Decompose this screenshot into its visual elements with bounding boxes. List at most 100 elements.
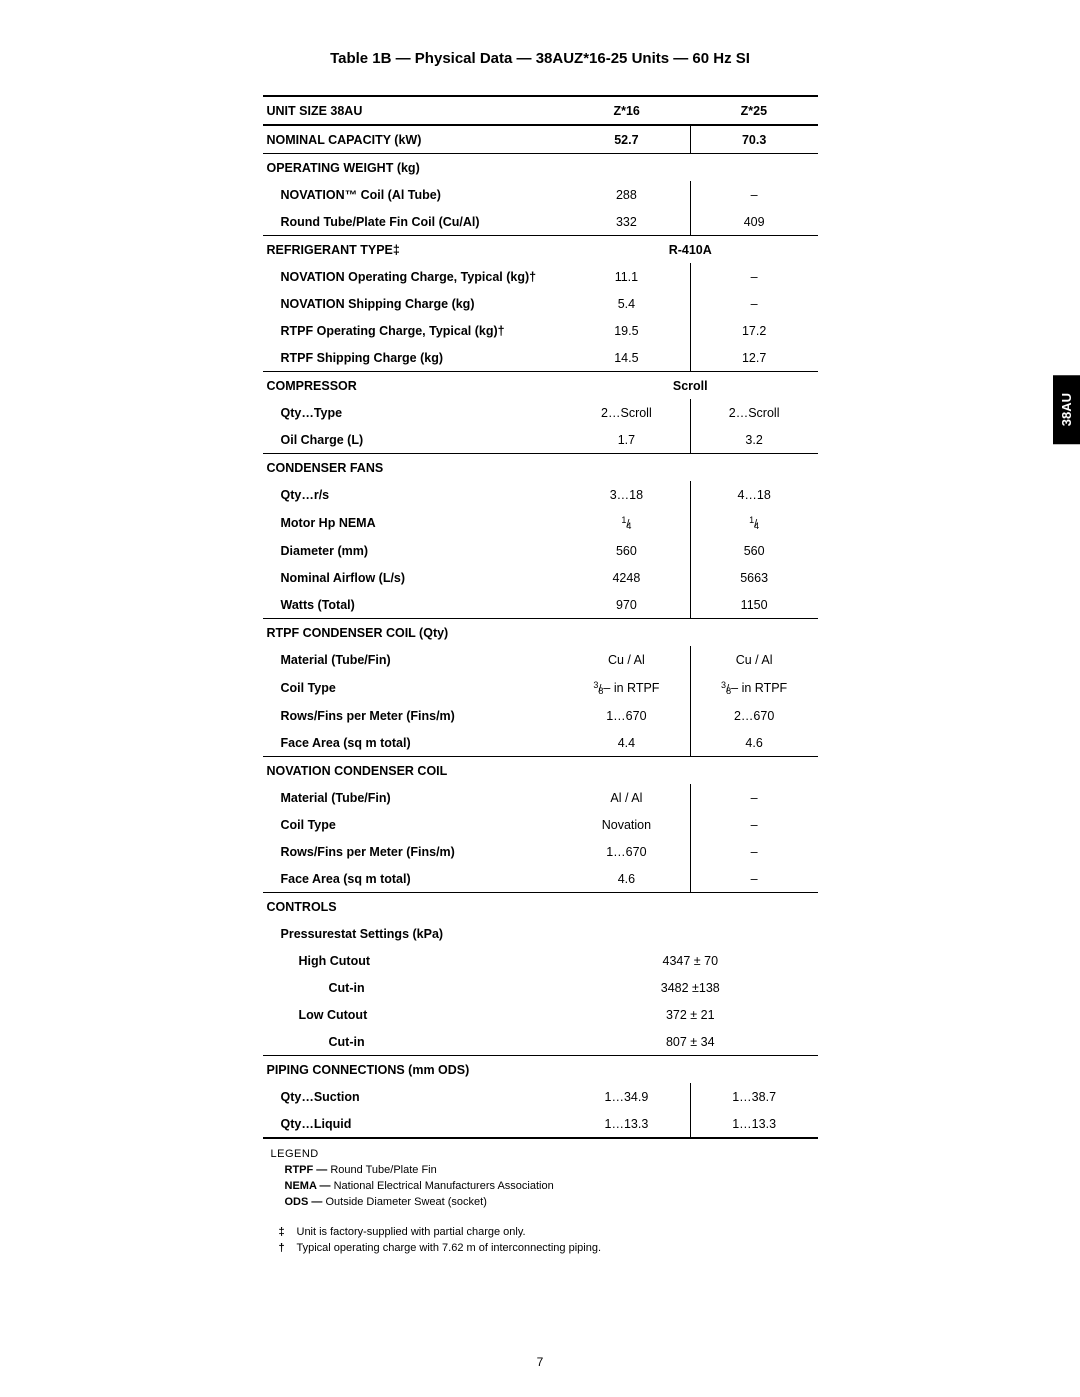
cell: Cu / Al	[690, 646, 817, 673]
cell: 1…670	[563, 838, 690, 865]
cell: 560	[563, 537, 690, 564]
rtpf-ship-charge-row: RTPF Shipping Charge (kg) 14.5 12.7	[263, 344, 818, 372]
diameter-row: Diameter (mm) 560 560	[263, 537, 818, 564]
cell: 2…Scroll	[563, 399, 690, 426]
legend-title: LEGEND	[271, 1147, 818, 1163]
cell	[690, 1056, 817, 1084]
refrigerant-header: REFRIGERANT TYPE‡ R-410A	[263, 236, 818, 264]
row-label: Qty…Liquid	[263, 1110, 564, 1138]
cell: –	[690, 865, 817, 893]
row-label: Diameter (mm)	[263, 537, 564, 564]
row-label: Pressurestat Settings (kPa)	[263, 920, 564, 947]
rtpf-op-charge-row: RTPF Operating Charge, Typical (kg)† 19.…	[263, 317, 818, 344]
legend-item: NEMA — National Electrical Manufacturers…	[271, 1179, 818, 1195]
cell: 2…Scroll	[690, 399, 817, 426]
cell	[690, 454, 817, 482]
row-label: High Cutout	[263, 947, 564, 974]
row-label: PIPING CONNECTIONS (mm ODS)	[263, 1056, 564, 1084]
qty-rs-row: Qty…r/s 3…18 4…18	[263, 481, 818, 508]
row-label: RTPF CONDENSER COIL (Qty)	[263, 619, 564, 647]
cell: 52.7	[563, 125, 690, 154]
nov-rows-row: Rows/Fins per Meter (Fins/m) 1…670 –	[263, 838, 818, 865]
cell	[690, 920, 817, 947]
cell: Cu / Al	[563, 646, 690, 673]
compressor-header: COMPRESSOR Scroll	[263, 372, 818, 400]
row-label: Face Area (sq m total)	[263, 729, 564, 757]
cell: 2…670	[690, 702, 817, 729]
row-label: Coil Type	[263, 673, 564, 702]
row-label: Rows/Fins per Meter (Fins/m)	[263, 702, 564, 729]
cell: –	[690, 784, 817, 811]
nov-cond-header: NOVATION CONDENSER COIL	[263, 757, 818, 785]
cell: 1/4	[563, 508, 690, 537]
cell: 332	[563, 208, 690, 236]
cell: 4.6	[690, 729, 817, 757]
row-label: Qty…r/s	[263, 481, 564, 508]
cell: Al / Al	[563, 784, 690, 811]
cell: 1…670	[563, 702, 690, 729]
low-cutout-row: Low Cutout 372 ± 21	[263, 1001, 818, 1028]
cell: 4347 ± 70	[563, 947, 817, 974]
nov-face-row: Face Area (sq m total) 4.6 –	[263, 865, 818, 893]
cell: 12.7	[690, 344, 817, 372]
cell: 1/4	[690, 508, 817, 537]
cell: 4…18	[690, 481, 817, 508]
legend-item: ODS — Outside Diameter Sweat (socket)	[271, 1195, 818, 1211]
row-label: Qty…Suction	[263, 1083, 564, 1110]
row-label: Low Cutout	[263, 1001, 564, 1028]
cell: 11.1	[563, 263, 690, 290]
cell: 1…13.3	[563, 1110, 690, 1138]
cell	[690, 893, 817, 921]
cell	[563, 454, 690, 482]
rtpf-cond-header: RTPF CONDENSER COIL (Qty)	[263, 619, 818, 647]
cell: 3.2	[690, 426, 817, 454]
row-label: Material (Tube/Fin)	[263, 646, 564, 673]
row-label: RTPF Operating Charge, Typical (kg)†	[263, 317, 564, 344]
row-label: Nominal Airflow (L/s)	[263, 564, 564, 591]
novation-coil-row: NOVATION™ Coil (Al Tube) 288 –	[263, 181, 818, 208]
cell: –	[690, 263, 817, 290]
cell: 3/8– in RTPF	[563, 673, 690, 702]
oil-charge-row: Oil Charge (L) 1.7 3.2	[263, 426, 818, 454]
nov-material-row: Material (Tube/Fin) Al / Al –	[263, 784, 818, 811]
rtpf-coil-type-row: Coil Type 3/8– in RTPF 3/8– in RTPF	[263, 673, 818, 702]
high-cutin-row: Cut-in 3482 ±138	[263, 974, 818, 1001]
notes-block: ‡Unit is factory-supplied with partial c…	[271, 1225, 818, 1257]
cell	[563, 893, 690, 921]
note-line: †Typical operating charge with 7.62 m of…	[271, 1241, 818, 1257]
cell	[690, 619, 817, 647]
cell: 4.4	[563, 729, 690, 757]
row-label: NOVATION Operating Charge, Typical (kg)†	[263, 263, 564, 290]
cell: 1…34.9	[563, 1083, 690, 1110]
qty-type-row: Qty…Type 2…Scroll 2…Scroll	[263, 399, 818, 426]
cell: 17.2	[690, 317, 817, 344]
row-label: Material (Tube/Fin)	[263, 784, 564, 811]
cell: 5663	[690, 564, 817, 591]
cell: 409	[690, 208, 817, 236]
row-label: NOVATION™ Coil (Al Tube)	[263, 181, 564, 208]
nominal-capacity-row: NOMINAL CAPACITY (kW) 52.7 70.3	[263, 125, 818, 154]
cell	[563, 1056, 690, 1084]
row-label: Rows/Fins per Meter (Fins/m)	[263, 838, 564, 865]
cell: 3482 ±138	[563, 974, 817, 1001]
liquid-row: Qty…Liquid 1…13.3 1…13.3	[263, 1110, 818, 1138]
cell	[563, 154, 690, 182]
cell: Scroll	[563, 372, 817, 400]
table-header-row: UNIT SIZE 38AU Z*16 Z*25	[263, 96, 818, 125]
row-label: Cut-in	[263, 974, 564, 1001]
rtpf-coil-row: Round Tube/Plate Fin Coil (Cu/Al) 332 40…	[263, 208, 818, 236]
cell: 19.5	[563, 317, 690, 344]
op-weight-header: OPERATING WEIGHT (kg)	[263, 154, 818, 182]
row-label: Oil Charge (L)	[263, 426, 564, 454]
cell: –	[690, 290, 817, 317]
row-label: Motor Hp NEMA	[263, 508, 564, 537]
cell: 288	[563, 181, 690, 208]
cell: 3/8– in RTPF	[690, 673, 817, 702]
cell: 372 ± 21	[563, 1001, 817, 1028]
suction-row: Qty…Suction 1…34.9 1…38.7	[263, 1083, 818, 1110]
cell: 1150	[690, 591, 817, 619]
row-label: Round Tube/Plate Fin Coil (Cu/Al)	[263, 208, 564, 236]
cell: –	[690, 811, 817, 838]
header-col-1: Z*16	[563, 96, 690, 125]
cell: 807 ± 34	[563, 1028, 817, 1056]
